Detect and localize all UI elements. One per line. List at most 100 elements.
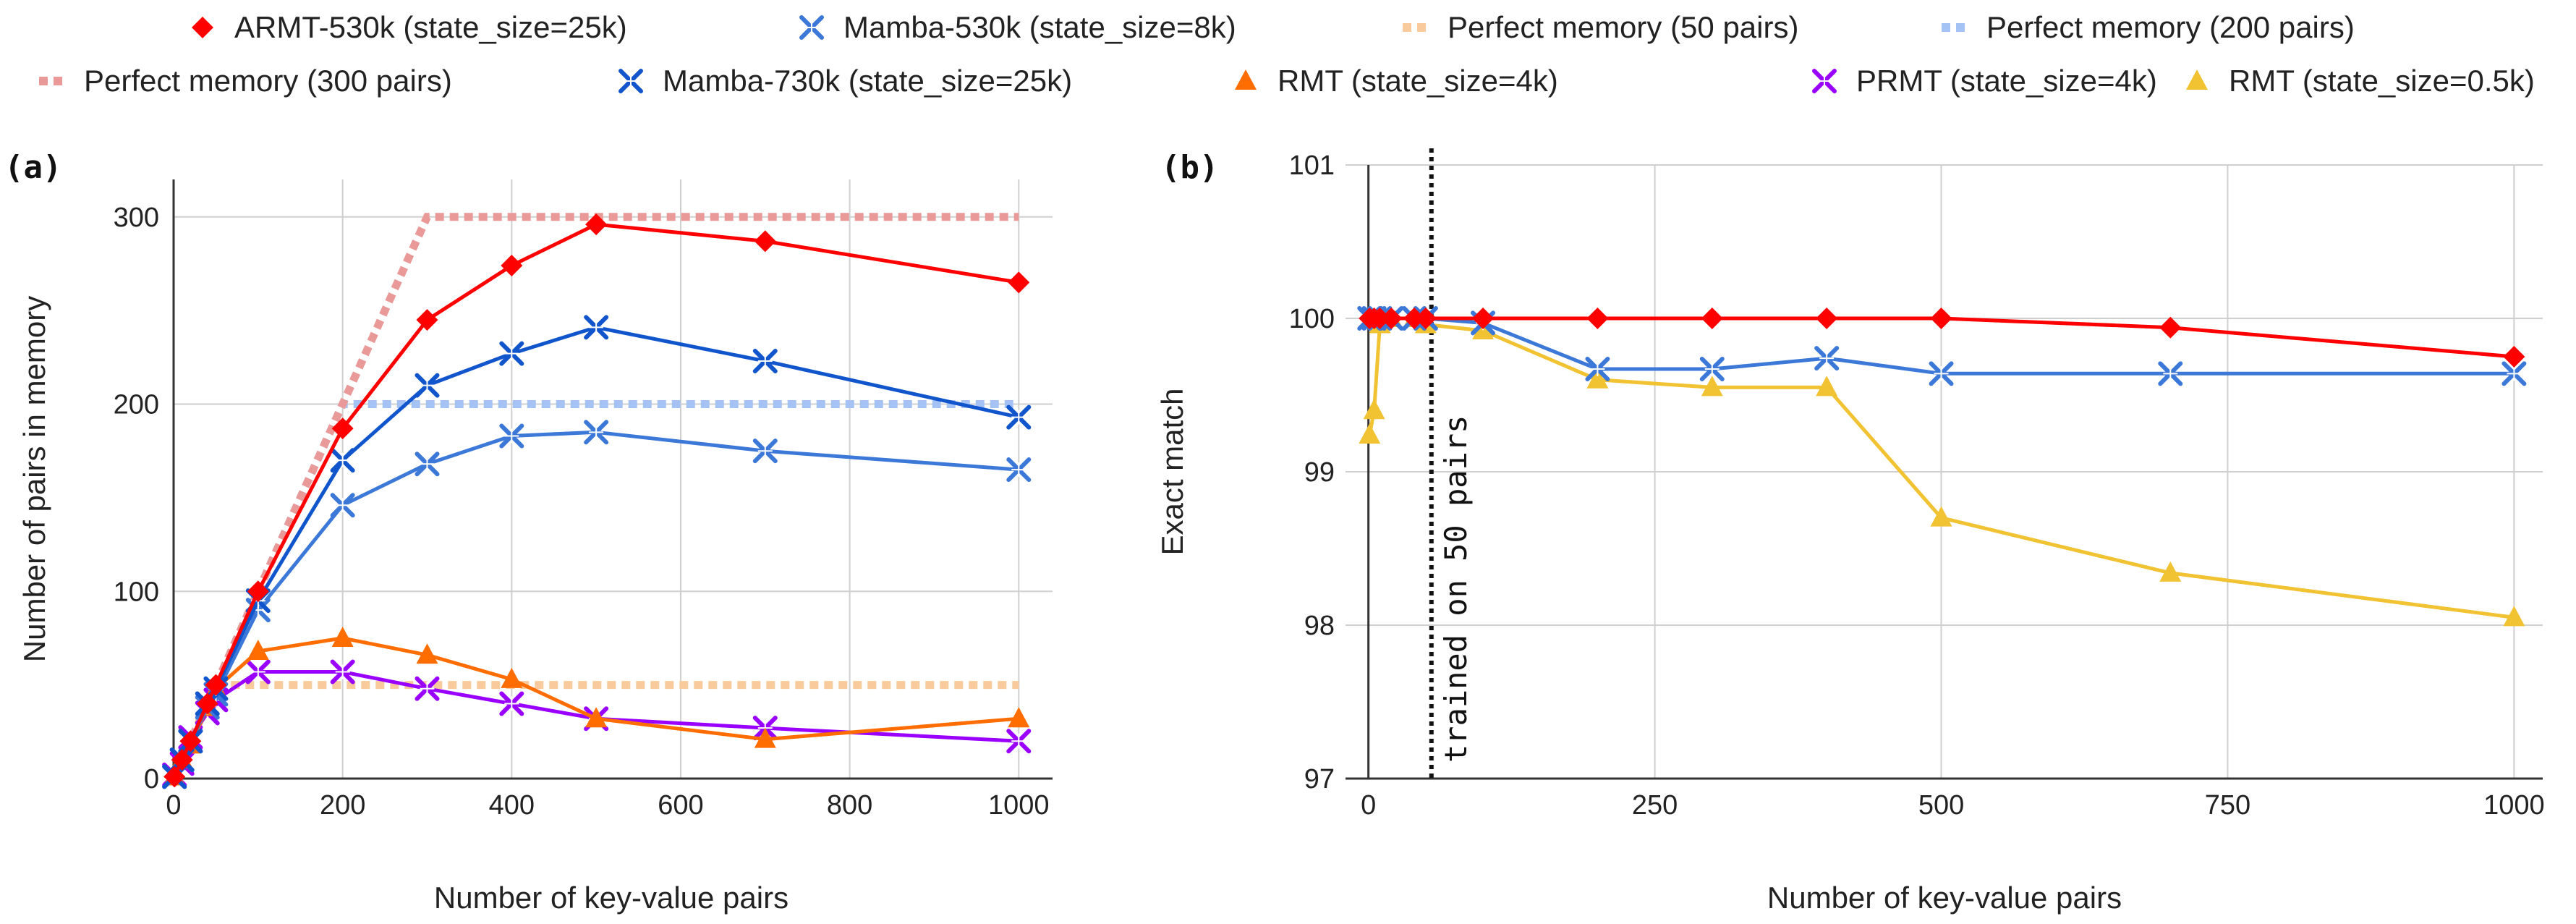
data-point [1472,308,1495,329]
data-point [415,452,440,477]
legend-marker-dash-icon [36,65,68,97]
data-point [1701,308,1723,329]
y-tick-label: 99 [1304,457,1335,488]
data-point [171,749,193,771]
legend-marker-triangle-icon [2181,65,2213,97]
legend-label: Perfect memory (300 pairs) [84,64,452,98]
data-point [2501,361,2527,386]
series-mamba-530k-state-size-8k [162,420,1032,789]
data-point [585,213,608,236]
data-point [1008,271,1030,294]
panel-label: (a) [4,149,61,186]
data-point [1701,376,1723,397]
x-tick-label: 1000 [988,790,1050,821]
legend-marker-shape [192,17,213,38]
data-point [499,341,524,366]
x-tick-label: 1000 [2483,790,2545,821]
data-point [501,667,523,688]
y-tick-label: 300 [114,203,159,233]
data-point [2503,346,2525,368]
legend-item-perfect-memory-50-pairs: Perfect memory (50 pairs) [1400,10,1798,45]
legend-marker-diamond-icon [187,12,218,43]
data-point [501,255,523,277]
data-point [1586,368,1609,389]
data-point [1006,457,1032,483]
data-point [415,373,440,398]
data-point [1369,308,1391,329]
legend-label: Mamba-730k (state_size=25k) [663,64,1073,98]
data-point [1930,506,1952,527]
y-tick-label: 98 [1304,611,1335,641]
data-point [584,315,609,340]
x-tick-label: 400 [489,790,535,821]
legend-label: PRMT (state_size=4k) [1856,64,2157,98]
y-axis-label: Number of pairs in memory [17,296,51,662]
data-point [1380,308,1403,329]
data-point [416,643,438,664]
legend-marker-shape [1235,69,1257,90]
series-line [171,681,1019,779]
data-point [499,423,524,449]
x-tick-label: 200 [320,790,365,821]
data-point [1403,308,1426,329]
data-point [247,640,269,661]
data-point [179,730,202,753]
data-point [1008,707,1030,728]
y-tick-label: 100 [114,577,159,607]
data-point [416,309,438,331]
data-point [499,691,524,716]
data-point [330,493,355,518]
data-point [1414,308,1437,329]
legend-marker-shape [2186,69,2208,90]
data-point [1586,308,1609,329]
x-tick-label: 600 [658,790,703,821]
x-axis-label: Number of key-value pairs [434,881,788,915]
y-tick-label: 100 [1289,304,1335,334]
chart-panel-b: 0 250 500 750 1000 97 98 99 100 101 Number of key-… [1155,148,2545,915]
chart-legend: ARMT-530k (state_size=25k) Mamba-530k (st… [0,0,2576,116]
series-armt-530k-state-size-25k [163,213,1030,788]
data-point [331,626,354,647]
legend-label: RMT (state_size=0.5k) [2229,64,2535,98]
y-tick-label: 101 [1289,151,1335,181]
series-armt-530k-state-size-25k [1359,308,2525,368]
panel-label: (b) [1161,149,1218,186]
legend-marker-star-icon [796,12,828,43]
data-point [754,727,776,748]
data-point [163,766,186,788]
data-point [2159,561,2182,582]
x-tick-label: 250 [1632,790,1678,821]
y-tick-label: 200 [114,390,159,420]
legend-marker-star-icon [615,65,647,97]
series-line [172,636,1019,778]
data-point [585,707,608,728]
legend-label: Perfect memory (200 pairs) [1986,10,2355,44]
series-perfect-memory-50-pairs [171,681,1019,779]
data-point [205,674,227,696]
data-point [1816,376,1838,397]
x-tick-label: 750 [2205,790,2250,821]
data-point [2159,316,2182,339]
data-point [752,348,778,373]
legend-item-perfect-memory-300-pairs: Perfect memory (300 pairs) [36,64,452,98]
chart-panel-a: 0 200 400 600 800 1000 0 100 200 300 Number of key… [4,149,1053,915]
legend-marker-star-icon [1808,65,1840,97]
legend-marker-triangle-icon [1230,65,1262,97]
series-line [171,213,1019,779]
legend-item-rmt-state-size-4k: RMT (state_size=4k) [1230,64,1558,98]
data-point [1585,356,1610,381]
data-point [330,448,355,473]
legend-item-mamba-530k-state-size-8k: Mamba-530k (state_size=8k) [796,10,1236,45]
data-point [415,676,440,701]
x-tick-label: 500 [1918,790,1964,821]
data-point [752,438,778,464]
x-tick-label: 0 [166,790,181,821]
y-tick-label: 0 [144,764,159,794]
data-point [247,580,269,603]
data-point [1363,399,1385,420]
training-annotation: trained on 50 pairs [1438,415,1474,763]
data-point [754,230,776,253]
data-point [1814,346,1840,371]
legend-item-perfect-memory-200-pairs: Perfect memory (200 pairs) [1939,10,2355,45]
series-perfect-memory-300-pairs [171,213,1019,779]
